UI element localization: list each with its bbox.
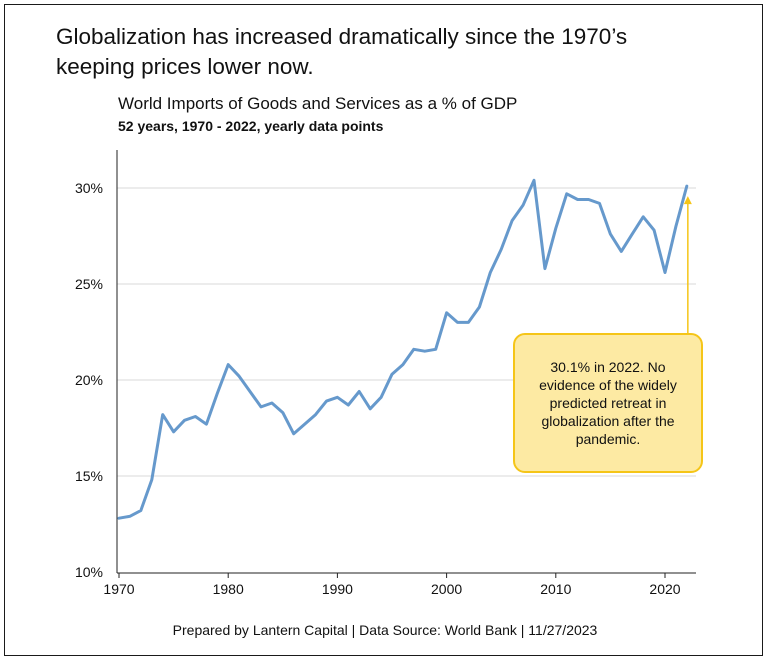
- chart-subtitle: 52 years, 1970 - 2022, yearly data point…: [118, 118, 384, 134]
- headline-line-2: keeping prices lower now.: [56, 54, 314, 79]
- headline: Globalization has increased dramatically…: [56, 22, 736, 82]
- y-tick-label: 15%: [75, 468, 103, 484]
- x-tick-label: 1980: [213, 581, 244, 597]
- y-tick-label: 20%: [75, 372, 103, 388]
- y-tick-label: 10%: [75, 564, 103, 580]
- x-tick-label: 1990: [322, 581, 353, 597]
- chart-frame: [4, 4, 763, 656]
- annotation-arrowhead: [683, 196, 692, 205]
- x-tick-label: 2010: [540, 581, 571, 597]
- chart-title: World Imports of Goods and Services as a…: [118, 94, 518, 113]
- annotation-text: 30.1% in 2022. No evidence of the widely…: [539, 359, 677, 447]
- source-footer: Prepared by Lantern Capital | Data Sourc…: [172, 622, 598, 638]
- y-tick-label: 25%: [75, 276, 103, 292]
- x-tick-label: 2000: [431, 581, 462, 597]
- x-tick-label: 2020: [649, 581, 680, 597]
- y-tick-label: 30%: [75, 180, 103, 196]
- x-tick-label: 1970: [103, 581, 134, 597]
- headline-line-1: Globalization has increased dramatically…: [56, 24, 628, 49]
- annotation-callout: 30.1% in 2022. No evidence of the widely…: [513, 333, 703, 473]
- series-line: [117, 178, 689, 520]
